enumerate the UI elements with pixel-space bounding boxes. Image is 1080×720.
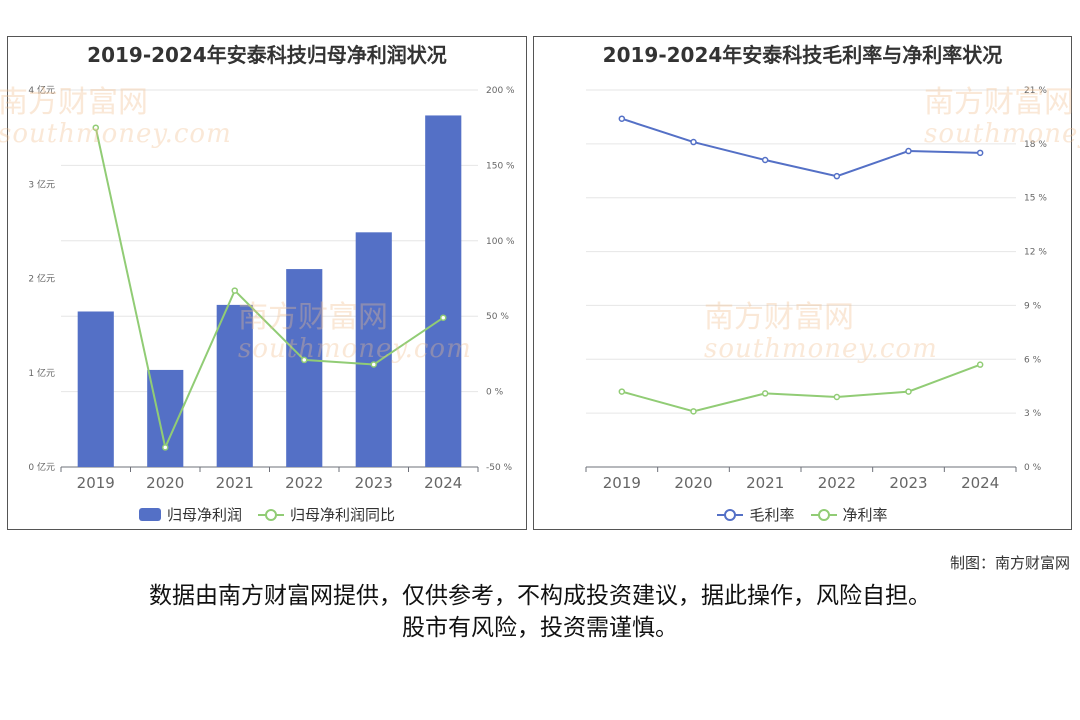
y-right-tick-label: 3 % — [1024, 409, 1042, 419]
y-right-tick-label: 200 % — [486, 86, 515, 96]
data-point — [618, 388, 626, 395]
margin-chart-panel: 2019-2024年安泰科技毛利率与净利率状况 0 % 3 % 6 % 9 % 12 %… — [533, 36, 1080, 530]
x-tick-label: 2023 — [889, 474, 927, 492]
legend-label: 净利率 — [842, 506, 888, 524]
series-line — [94, 127, 444, 451]
y-right-tick-label: -50 % — [486, 463, 513, 473]
data-point — [761, 390, 769, 397]
y-left-tick-label: 4 亿元 — [28, 84, 55, 96]
x-tick-label: 2020 — [674, 474, 712, 492]
y-right-tick-label: 15 % — [1024, 194, 1047, 204]
y-right-tick-label: 6 % — [1024, 355, 1042, 365]
data-point — [976, 361, 984, 368]
data-point — [976, 149, 984, 157]
chart-title: 2019-2024年安泰科技毛利率与净利率状况 — [602, 43, 1003, 67]
data-point — [618, 115, 626, 122]
y-right-tick-label: 50 % — [486, 312, 509, 322]
margin-chart: 0 % 3 % 6 % 9 % 12 % 15 % 18 % 21 % 2019 2020 2021… — [585, 86, 1047, 492]
legend: 毛利率 净利率 — [534, 504, 1071, 525]
legend-item-net-margin[interactable]: 净利率 — [810, 504, 888, 525]
y-right-tick-label: 100 % — [486, 237, 515, 247]
net-profit-chart-panel: 2019-2024年安泰科技归母净利润状况 -50 % 0 % 50 % 100 % 1… — [0, 36, 527, 530]
y-right-tick-label: 9 % — [1024, 301, 1042, 311]
chart-credit: 制图：南方财富网 — [949, 554, 1070, 572]
legend-item-gross-margin[interactable]: 毛利率 — [717, 504, 795, 525]
y-right-tick-label: 12 % — [1024, 248, 1047, 258]
legend-bar-swatch — [138, 508, 161, 521]
x-tick-label: 2020 — [146, 474, 184, 492]
bar — [286, 269, 323, 467]
data-point — [690, 408, 697, 415]
y-left-tick-label: 0 亿元 — [28, 461, 55, 473]
data-point — [905, 147, 912, 155]
x-tick-label: 2024 — [961, 474, 999, 492]
x-tick-label: 2021 — [746, 474, 784, 492]
y-left-tick-label: 2 亿元 — [28, 273, 55, 285]
data-point — [370, 361, 377, 368]
x-tick-label: 2021 — [216, 474, 254, 492]
data-point — [92, 124, 99, 131]
legend-label: 归母净利润 — [166, 506, 242, 524]
data-point — [162, 444, 169, 451]
legend-item-net-profit[interactable]: 归母净利润 — [138, 504, 242, 525]
legend-line-swatch — [258, 508, 284, 522]
bar — [216, 304, 253, 467]
data-point — [690, 138, 697, 146]
legend: 归母净利润 归母净利润同比 — [8, 504, 526, 525]
y-right-tick-label: 21 % — [1024, 86, 1047, 96]
data-point — [440, 314, 447, 321]
legend-line-swatch — [717, 508, 744, 522]
y-left-tick-label: 3 亿元 — [28, 178, 55, 190]
data-point — [761, 156, 769, 164]
data-point — [231, 287, 238, 294]
data-point — [833, 393, 841, 401]
series-line — [621, 363, 981, 413]
x-tick-label: 2019 — [77, 474, 115, 492]
x-tick-label: 2022 — [818, 474, 856, 492]
bar — [425, 115, 462, 467]
y-right-tick-label: 18 % — [1024, 140, 1047, 150]
y-right-tick-label: 150 % — [486, 161, 515, 171]
disclaimer-line: 数据由南方财富网提供，仅供参考，不构成投资建议，据此操作，风险自担。 — [149, 583, 931, 609]
legend-label: 毛利率 — [749, 506, 795, 524]
chart-title: 2019-2024年安泰科技归母净利润状况 — [87, 43, 447, 67]
data-point — [833, 172, 841, 180]
legend-item-yoy[interactable]: 归母净利润同比 — [258, 504, 395, 525]
bar — [355, 232, 392, 467]
x-tick-label: 2019 — [603, 474, 641, 492]
y-right-tick-label: 0 % — [486, 388, 504, 398]
x-tick-label: 2023 — [355, 474, 393, 492]
net-profit-chart: -50 % 0 % 50 % 100 % 150 % 200 % 0 亿元 1 亿元 2 亿元 3… — [28, 84, 515, 492]
bar — [77, 311, 114, 467]
y-right-tick-label: 0 % — [1024, 463, 1042, 473]
y-left-tick-label: 1 亿元 — [28, 367, 55, 379]
data-point — [905, 388, 912, 395]
disclaimer: 数据由南方财富网提供，仅供参考，不构成投资建议，据此操作，风险自担。 股市有风险… — [0, 580, 1080, 644]
data-point — [301, 356, 308, 364]
x-tick-label: 2022 — [285, 474, 323, 492]
legend-line-swatch — [810, 508, 837, 522]
series-line — [621, 117, 981, 178]
disclaimer-line: 股市有风险，投资需谨慎。 — [402, 615, 678, 641]
legend-label: 归母净利润同比 — [290, 506, 396, 524]
x-tick-label: 2024 — [424, 474, 462, 492]
